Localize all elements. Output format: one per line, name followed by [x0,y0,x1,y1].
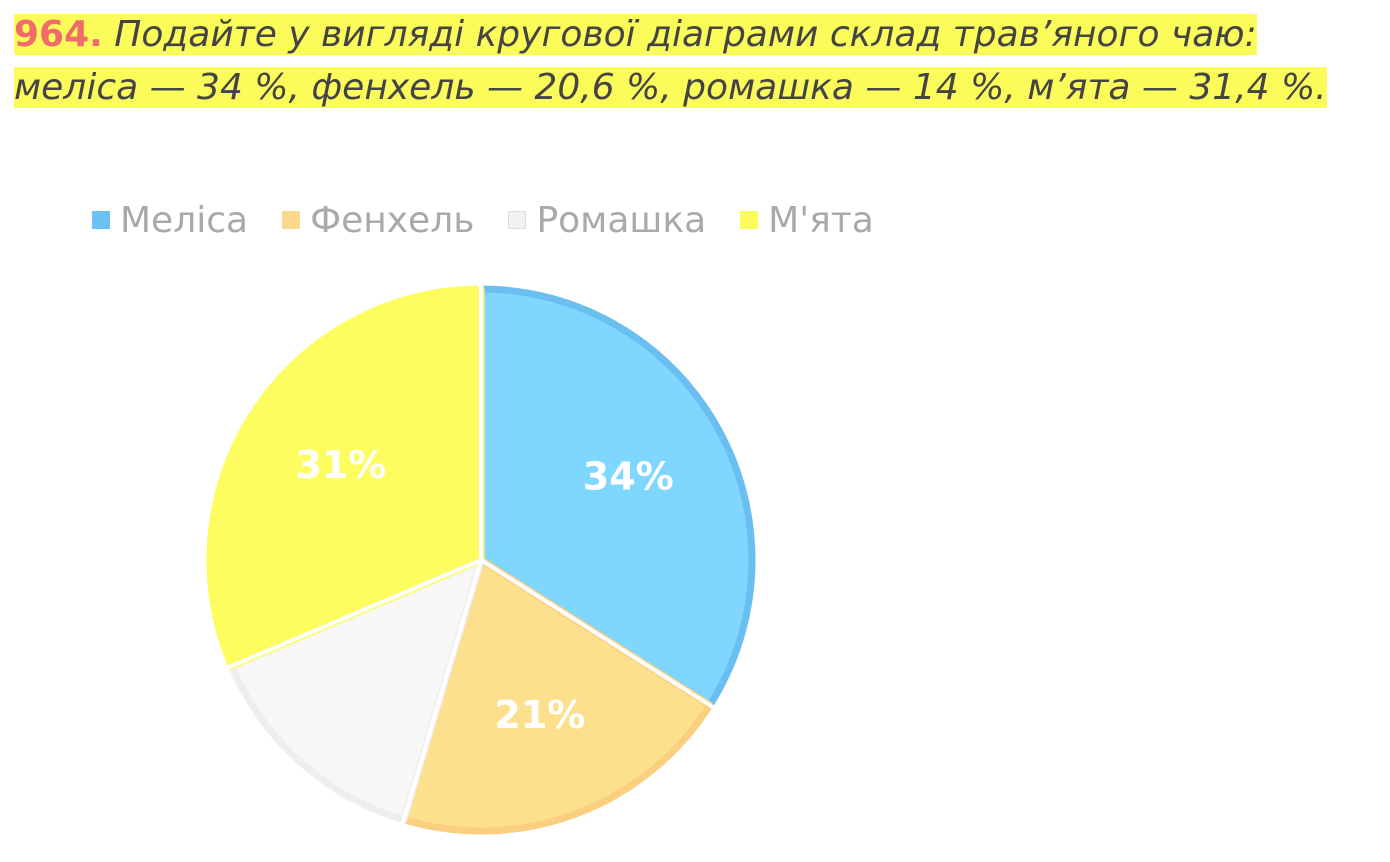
legend-swatch [740,211,759,229]
legend-swatch [92,211,110,229]
legend-swatch [282,211,301,229]
task-number: 964. [14,14,103,55]
slice-separator [227,558,482,670]
legend-item-melisa: Меліса [92,200,248,241]
slice-separator [400,559,483,825]
task-text: Подайте у вигляді кругової діаграми скла… [14,14,1327,108]
legend-label: Меліса [120,199,249,241]
legend-item-romashka: Ромашка [508,200,706,241]
chart-legend: Меліса Фенхель Ромашка М'ята [92,196,908,244]
task-statement: 964. Подайте у вигляді кругової діаграми… [14,8,1380,114]
legend-label: Ромашка [536,199,707,241]
legend-swatch [508,211,527,229]
slice-miata [206,285,485,670]
legend-label: Фенхель [310,199,475,241]
data-label-miata: 31% [295,443,386,487]
legend-item-fenkhel: Фенхель [282,200,474,241]
data-label-melisa: 34% [583,455,674,499]
slice-romashka [228,556,485,824]
slice-fenkhel [400,556,714,835]
legend-label: М'ята [768,199,874,241]
slice-separator [479,558,715,710]
legend-item-miata: М'ята [740,200,874,241]
data-label-fenkhel: 21% [494,693,585,737]
